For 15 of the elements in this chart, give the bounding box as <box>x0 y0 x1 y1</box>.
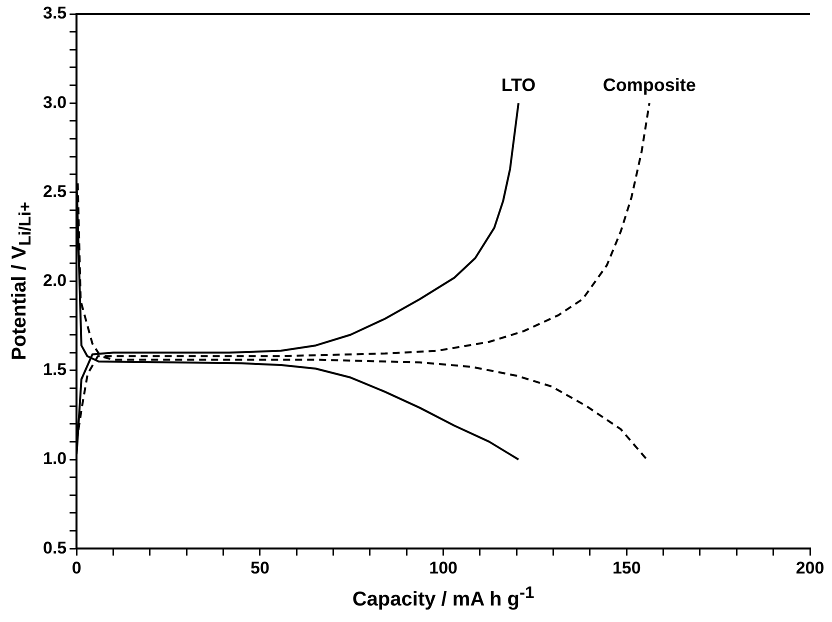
x-tick-label: 150 <box>612 558 641 578</box>
series-label: LTO <box>501 75 536 96</box>
x-tick-label: 50 <box>250 558 270 578</box>
y-tick-label: 0.5 <box>42 538 67 558</box>
series-label: Composite <box>602 75 696 96</box>
x-tick-label: 100 <box>429 558 458 578</box>
x-axis-title: Capacity / mA h g$^{-1}$ <box>352 582 534 612</box>
y-tick-label: 1.5 <box>42 360 67 380</box>
x-tick-label: 0 <box>72 558 82 578</box>
y-tick-label: 2.5 <box>42 182 67 201</box>
x-tick-label: 200 <box>796 558 824 578</box>
y-tick-label: 3.0 <box>42 92 67 112</box>
y-tick-label: 1.0 <box>42 449 67 468</box>
y-tick-label: 3.5 <box>42 4 67 23</box>
y-tick-label: 2.0 <box>42 270 67 290</box>
